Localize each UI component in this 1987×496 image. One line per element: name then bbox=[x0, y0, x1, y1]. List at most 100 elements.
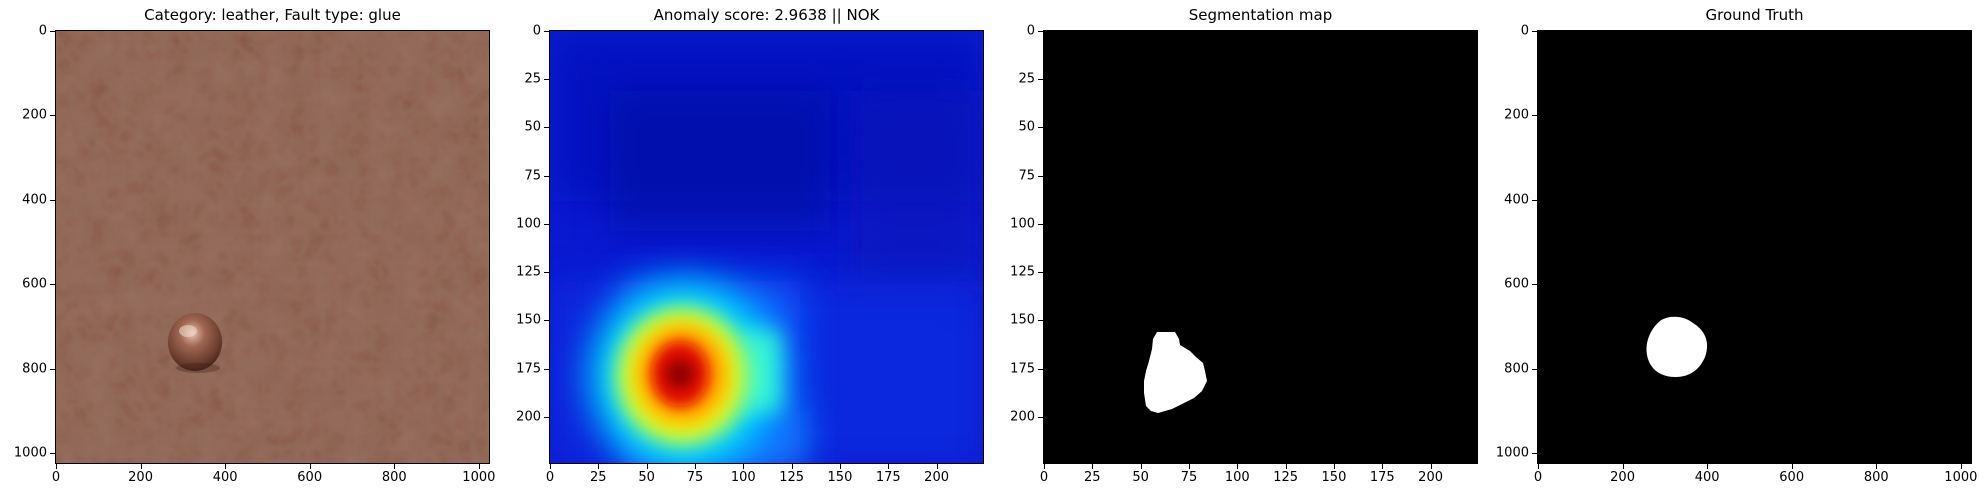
y-tick-label: 200 bbox=[1504, 107, 1529, 123]
ground-truth-axes bbox=[1537, 30, 1972, 464]
image-axes bbox=[55, 30, 490, 464]
ground-truth-blob bbox=[1646, 316, 1708, 377]
y-tick-mark bbox=[1038, 320, 1043, 322]
y-tick-mark bbox=[1038, 368, 1043, 370]
y-tick-label: 200 bbox=[516, 409, 541, 425]
y-tick-mark bbox=[544, 127, 549, 129]
y-tick-label: 200 bbox=[1010, 409, 1035, 425]
x-tick-label: 150 bbox=[827, 470, 853, 485]
y-tick-mark bbox=[1038, 272, 1043, 274]
x-tick-label: 175 bbox=[875, 470, 901, 485]
y-tick-label: 0 bbox=[38, 23, 47, 39]
x-tick-mark bbox=[1140, 464, 1142, 469]
y-tick-label: 175 bbox=[516, 361, 541, 376]
y-tick-mark bbox=[544, 223, 549, 225]
x-tick-label: 125 bbox=[779, 470, 805, 485]
y-tick-label: 600 bbox=[22, 276, 47, 292]
y-tick-mark bbox=[1532, 31, 1537, 32]
y-tick-label: 25 bbox=[1018, 71, 1035, 87]
y-tick-label: 150 bbox=[1010, 312, 1035, 328]
x-tick-mark bbox=[598, 464, 600, 469]
x-tick-mark bbox=[394, 464, 396, 469]
segmentation-axes bbox=[1043, 30, 1478, 464]
y-tick-label: 1000 bbox=[1495, 445, 1529, 461]
panel-title: Anomaly score: 2.9638 || NOK bbox=[653, 6, 880, 24]
y-tick-mark bbox=[1532, 368, 1537, 370]
x-tick-mark bbox=[478, 464, 480, 469]
y-tick-mark bbox=[1038, 31, 1043, 32]
x-tick-label: 200 bbox=[924, 470, 950, 485]
x-tick-mark bbox=[1960, 464, 1962, 469]
x-tick-mark bbox=[550, 464, 551, 469]
y-tick-label: 175 bbox=[1010, 361, 1035, 376]
y-tick-mark bbox=[1038, 127, 1043, 129]
y-tick-label: 0 bbox=[1520, 23, 1529, 39]
x-tick-label: 0 bbox=[1533, 470, 1543, 485]
x-tick-label: 0 bbox=[545, 470, 555, 485]
x-tick-mark bbox=[1876, 464, 1878, 469]
x-tick-mark bbox=[56, 464, 57, 469]
x-tick-label: 25 bbox=[1084, 470, 1101, 485]
x-tick-mark bbox=[1237, 464, 1239, 469]
x-tick-mark bbox=[1333, 464, 1335, 469]
x-tick-label: 25 bbox=[590, 470, 607, 485]
y-tick-label: 50 bbox=[1018, 119, 1035, 135]
x-tick-mark bbox=[1538, 464, 1539, 469]
y-tick-mark bbox=[544, 31, 549, 32]
y-tick-label: 75 bbox=[1018, 168, 1035, 184]
x-tick-mark bbox=[1791, 464, 1793, 469]
panel-title: Category: leather, Fault type: glue bbox=[144, 6, 401, 24]
segmentation-blob bbox=[1144, 332, 1207, 413]
y-tick-label: 125 bbox=[516, 264, 541, 280]
x-tick-mark bbox=[743, 464, 745, 469]
y-tick-mark bbox=[1038, 223, 1043, 225]
y-tick-mark bbox=[50, 31, 55, 32]
x-tick-label: 50 bbox=[638, 470, 655, 485]
y-tick-mark bbox=[50, 284, 55, 286]
x-tick-mark bbox=[839, 464, 841, 469]
y-tick-mark bbox=[544, 175, 549, 177]
y-tick-label: 800 bbox=[1504, 361, 1529, 376]
y-tick-label: 1000 bbox=[13, 445, 47, 461]
panel-segmentation-map: Segmentation map 0 25 50 75 100 125 150 175 200 0… bbox=[1010, 6, 1478, 485]
y-tick-label: 400 bbox=[22, 192, 47, 208]
y-tick-label: 100 bbox=[1010, 216, 1035, 232]
y-tick-label: 400 bbox=[1504, 192, 1529, 208]
x-tick-mark bbox=[791, 464, 793, 469]
x-tick-mark bbox=[140, 464, 142, 469]
y-tick-label: 25 bbox=[524, 71, 541, 87]
y-tick-mark bbox=[50, 199, 55, 201]
panel-title: Ground Truth bbox=[1705, 6, 1804, 24]
y-tick-mark bbox=[1532, 284, 1537, 286]
x-tick-label: 50 bbox=[1132, 470, 1149, 485]
x-tick-mark bbox=[1707, 464, 1709, 469]
x-tick-mark bbox=[936, 464, 938, 469]
x-tick-label: 75 bbox=[686, 470, 704, 485]
y-tick-label: 50 bbox=[524, 119, 541, 135]
y-tick-label: 75 bbox=[524, 168, 541, 184]
x-tick-mark bbox=[1285, 464, 1287, 469]
x-tick-mark bbox=[646, 464, 648, 469]
panel-anomaly-heatmap: Anomaly score: 2.9638 || NOK bbox=[516, 6, 984, 485]
leather-image bbox=[56, 31, 489, 463]
ground-truth-mask bbox=[1538, 31, 1971, 463]
x-tick-mark bbox=[309, 464, 311, 469]
x-tick-mark bbox=[1188, 464, 1190, 469]
x-tick-label: 125 bbox=[1273, 470, 1299, 485]
x-tick-label: 75 bbox=[1180, 470, 1198, 485]
x-tick-label: 175 bbox=[1369, 470, 1395, 485]
x-tick-label: 0 bbox=[1039, 470, 1049, 485]
y-tick-mark bbox=[544, 272, 549, 274]
x-tick-label: 1000 bbox=[462, 470, 496, 485]
x-tick-label: 800 bbox=[1863, 470, 1889, 485]
y-tick-mark bbox=[1038, 79, 1043, 81]
x-tick-mark bbox=[1044, 464, 1045, 469]
x-tick-mark bbox=[1092, 464, 1094, 469]
x-tick-mark bbox=[1622, 464, 1624, 469]
x-tick-label: 800 bbox=[381, 470, 407, 485]
segmentation-mask bbox=[1044, 31, 1477, 463]
x-tick-mark bbox=[694, 464, 696, 469]
y-tick-label: 200 bbox=[22, 107, 47, 123]
y-tick-label: 150 bbox=[516, 312, 541, 328]
